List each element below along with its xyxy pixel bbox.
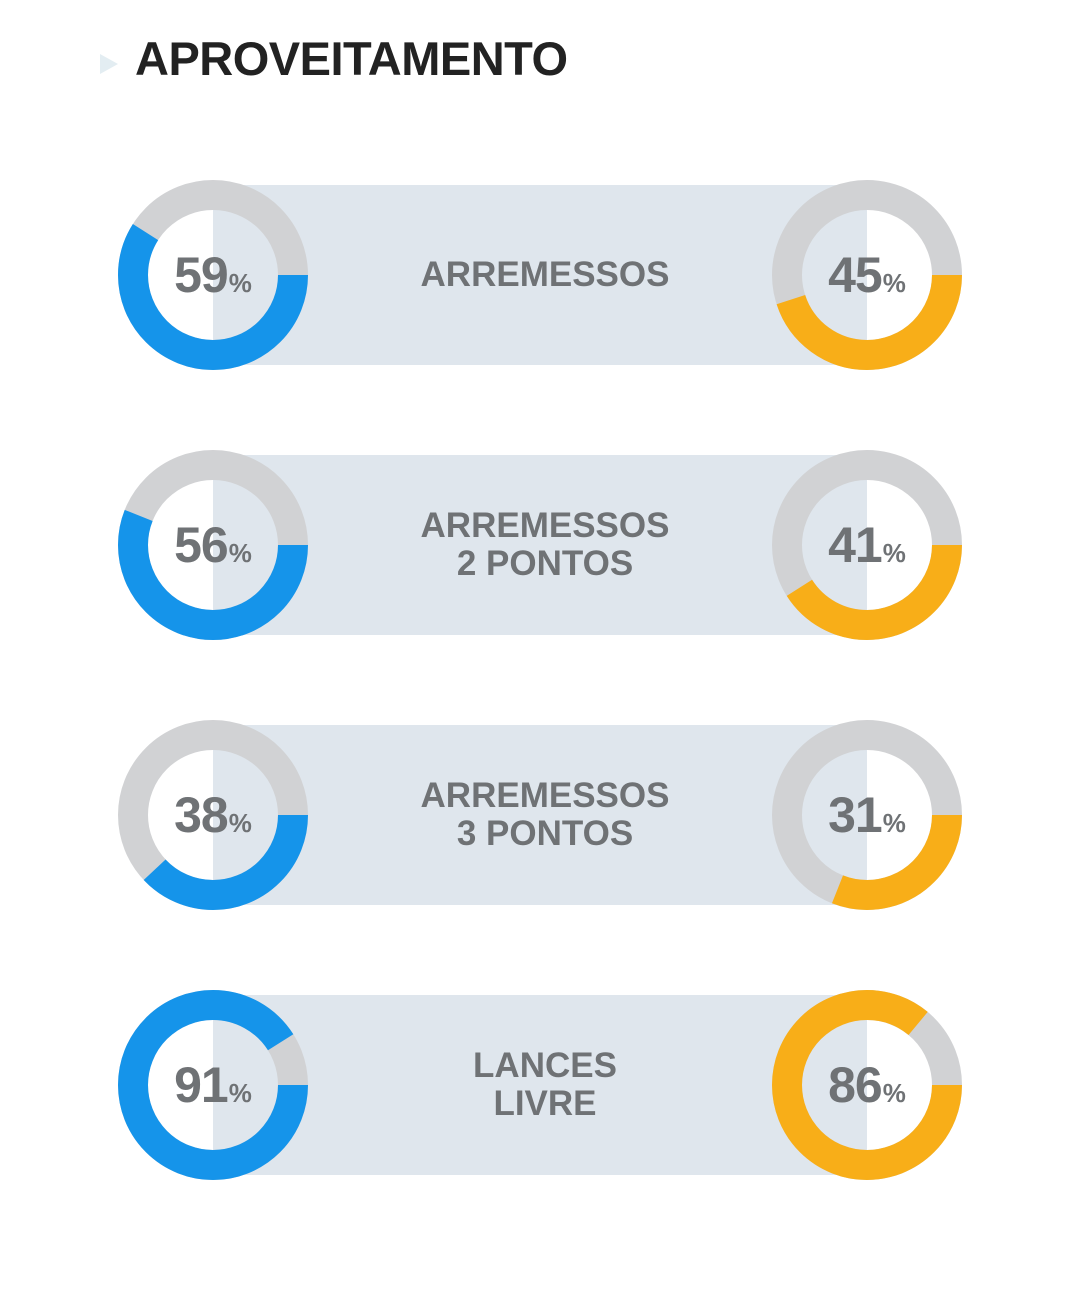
donut-chart (118, 720, 308, 910)
percent-symbol: % (228, 1078, 252, 1108)
donut-value: 91% (118, 990, 308, 1180)
donut-chart (772, 990, 962, 1180)
percent-symbol: % (228, 538, 252, 568)
team-a-percent-arc (118, 180, 308, 370)
stat-row-lances-livre: LANCES LIVRE 91% 86% (0, 990, 1080, 1180)
stat-label-line: 2 PONTOS (456, 544, 634, 583)
team-a-percent-value: 38 (174, 787, 229, 843)
stat-row-arremessos-3-pontos: ARREMESSOS 3 PONTOS 38% 31% (0, 720, 1080, 910)
percent-symbol: % (882, 538, 906, 568)
row-background-band (213, 185, 867, 365)
stat-label-line: LANCES (473, 1046, 617, 1085)
stat-label-line: ARREMESSOS (420, 255, 670, 294)
stat-label-line: ARREMESSOS (420, 776, 670, 815)
team-b-donut-arremessos: 45% (772, 180, 962, 370)
team-a-percent-arc (118, 720, 308, 910)
donut-chart (118, 180, 308, 370)
donut-chart (772, 720, 962, 910)
donut-chart (772, 450, 962, 640)
row-background-band (213, 455, 867, 635)
donut-chart (118, 990, 308, 1180)
percent-symbol: % (882, 808, 906, 838)
donut-value: 59% (118, 180, 308, 370)
stat-label: ARREMESSOS 3 PONTOS (330, 725, 760, 905)
triangle-marker-icon (100, 54, 118, 74)
team-b-percent-arc (772, 450, 962, 640)
percent-symbol: % (228, 808, 252, 838)
team-b-percent-value: 31 (828, 787, 883, 843)
percent-symbol: % (882, 268, 906, 298)
donut-value: 31% (772, 720, 962, 910)
stat-label: LANCES LIVRE (330, 995, 760, 1175)
stat-label-line: LIVRE (493, 1084, 597, 1123)
team-b-donut-arremessos-2-pontos: 41% (772, 450, 962, 640)
donut-value: 86% (772, 990, 962, 1180)
donut-chart (772, 180, 962, 370)
team-b-percent-arc (772, 180, 962, 370)
percent-symbol: % (228, 268, 252, 298)
team-a-percent-value: 56 (174, 517, 229, 573)
donut-chart (118, 450, 308, 640)
team-a-percent-arc (118, 990, 308, 1180)
page-title: APROVEITAMENTO (135, 32, 568, 85)
team-b-donut-arremessos-3-pontos: 31% (772, 720, 962, 910)
donut-value: 45% (772, 180, 962, 370)
team-a-donut-arremessos: 59% (118, 180, 308, 370)
team-b-percent-value: 86 (828, 1057, 883, 1113)
stat-label: ARREMESSOS (330, 185, 760, 365)
team-b-percent-arc (772, 990, 962, 1180)
donut-value: 56% (118, 450, 308, 640)
team-b-percent-value: 45 (828, 247, 883, 303)
team-a-donut-lances-livre: 91% (118, 990, 308, 1180)
team-a-percent-value: 91 (174, 1057, 229, 1113)
donut-value: 38% (118, 720, 308, 910)
team-b-percent-arc (772, 720, 962, 910)
stat-label: ARREMESSOS 2 PONTOS (330, 455, 760, 635)
stat-label-line: ARREMESSOS (420, 506, 670, 545)
donut-value: 41% (772, 450, 962, 640)
stat-label-line: 3 PONTOS (456, 814, 634, 853)
row-background-band (213, 725, 867, 905)
team-a-donut-arremessos-3-pontos: 38% (118, 720, 308, 910)
percent-symbol: % (882, 1078, 906, 1108)
team-b-percent-value: 41 (828, 517, 883, 573)
team-a-percent-arc (118, 450, 308, 640)
team-a-donut-arremessos-2-pontos: 56% (118, 450, 308, 640)
stat-row-arremessos: ARREMESSOS 59% 45% (0, 180, 1080, 370)
stat-row-arremessos-2-pontos: ARREMESSOS 2 PONTOS 56% 41% (0, 450, 1080, 640)
row-background-band (213, 995, 867, 1175)
team-b-donut-lances-livre: 86% (772, 990, 962, 1180)
team-a-percent-value: 59 (174, 247, 229, 303)
